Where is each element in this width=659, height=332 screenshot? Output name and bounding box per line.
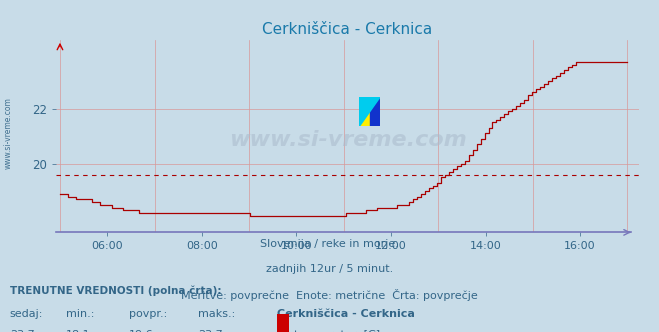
Text: min.:: min.: <box>66 309 94 319</box>
Bar <box>359 97 370 126</box>
Text: zadnjih 12ur / 5 minut.: zadnjih 12ur / 5 minut. <box>266 264 393 274</box>
Text: Cerkniščica - Cerknica: Cerkniščica - Cerknica <box>277 309 415 319</box>
Text: Meritve: povprečne  Enote: metrične  Črta: povprečje: Meritve: povprečne Enote: metrične Črta:… <box>181 289 478 301</box>
Text: 23,7: 23,7 <box>198 330 223 332</box>
Text: 19,6: 19,6 <box>129 330 153 332</box>
Title: Cerkniščica - Cerknica: Cerkniščica - Cerknica <box>262 22 433 37</box>
Bar <box>370 97 380 126</box>
Text: povpr.:: povpr.: <box>129 309 167 319</box>
Text: TRENUTNE VREDNOSTI (polna črta):: TRENUTNE VREDNOSTI (polna črta): <box>10 286 221 296</box>
Text: 18,1: 18,1 <box>66 330 90 332</box>
Text: Slovenija / reke in morje.: Slovenija / reke in morje. <box>260 239 399 249</box>
Text: temperatura[C]: temperatura[C] <box>293 330 380 332</box>
Text: sedaj:: sedaj: <box>10 309 43 319</box>
Text: maks.:: maks.: <box>198 309 235 319</box>
Text: www.si-vreme.com: www.si-vreme.com <box>229 130 467 150</box>
Text: www.si-vreme.com: www.si-vreme.com <box>3 97 13 169</box>
Text: 23,7: 23,7 <box>10 330 35 332</box>
Polygon shape <box>359 97 380 126</box>
